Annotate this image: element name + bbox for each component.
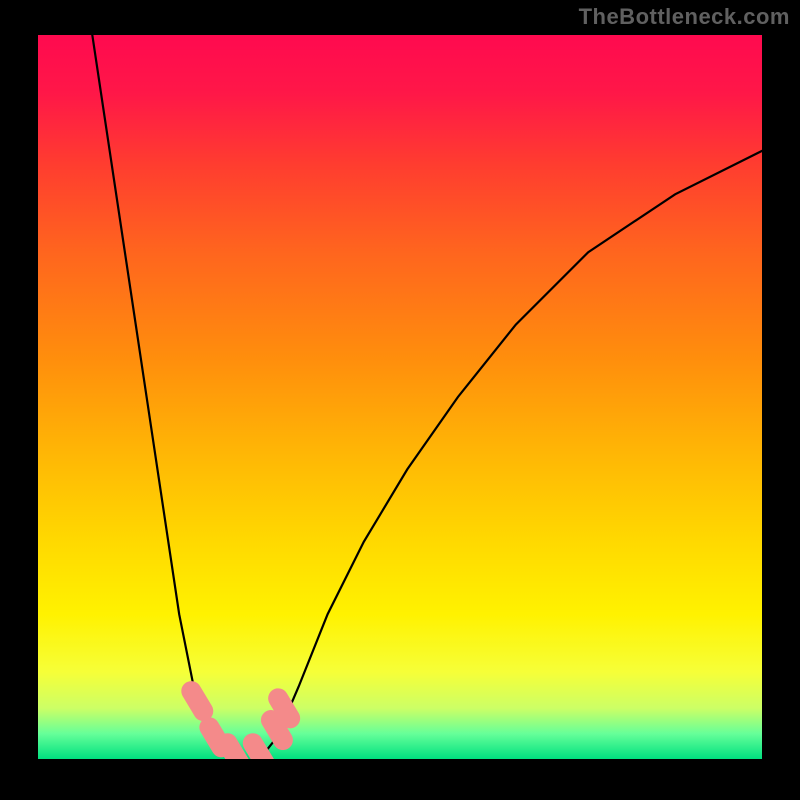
trough-marker [271,720,283,740]
chart-container: TheBottleneck.com [0,0,800,800]
trough-marker [227,743,239,759]
trough-marker [253,743,265,759]
plot-svg [38,35,762,759]
watermark-text: TheBottleneck.com [579,4,790,30]
trough-marker [278,698,290,718]
trough-marker [191,691,203,711]
plot-area [38,35,762,759]
